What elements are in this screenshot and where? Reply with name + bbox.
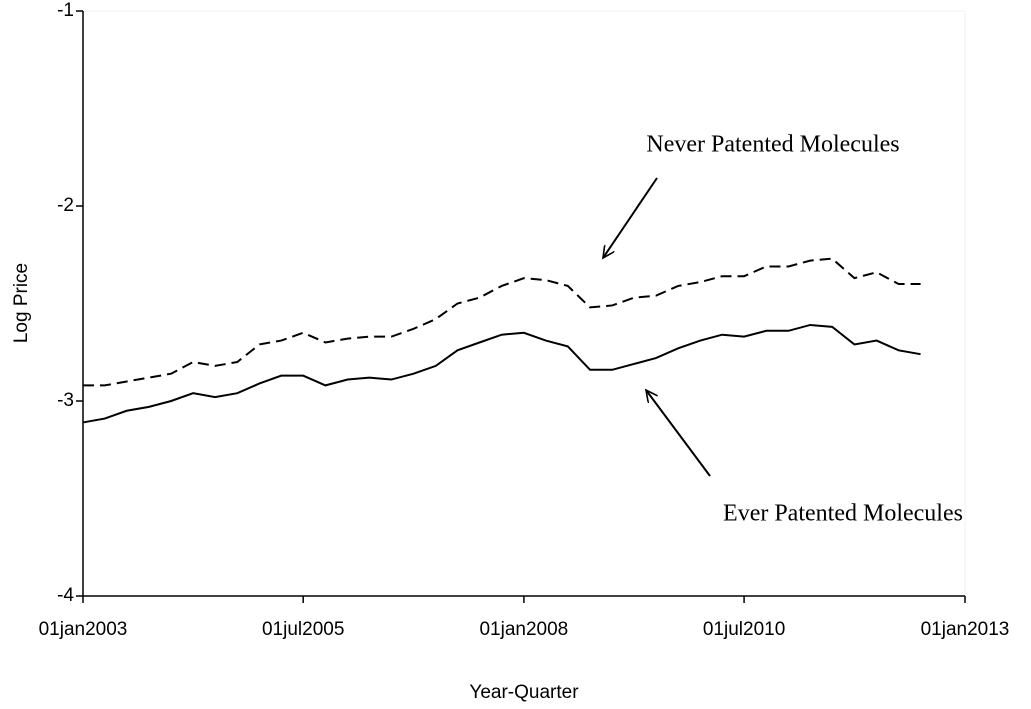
x-tick-label: 01jan2008: [479, 619, 568, 640]
y-tick-label: -4: [57, 585, 74, 606]
x-tick-label: 01jul2005: [262, 619, 344, 640]
series-line: [82, 323, 921, 424]
annotation: Never Patented Molecules: [646, 132, 899, 158]
y-axis-title: Log Price: [11, 263, 32, 343]
x-axis-title: Year-Quarter: [469, 682, 579, 703]
x-tick-label: 01jul2010: [703, 619, 785, 640]
annotation: Ever Patented Molecules: [723, 501, 963, 527]
x-tick-label: 01jan2013: [921, 619, 1010, 640]
series-line: [83, 257, 921, 387]
annotation-arrow: [603, 177, 658, 258]
y-tick-label: -3: [57, 390, 74, 411]
y-tick-label: -2: [57, 195, 74, 216]
annotation-arrow: [646, 390, 711, 477]
y-tick-label: -1: [57, 0, 74, 21]
x-tick-label: 01jan2003: [39, 619, 128, 640]
